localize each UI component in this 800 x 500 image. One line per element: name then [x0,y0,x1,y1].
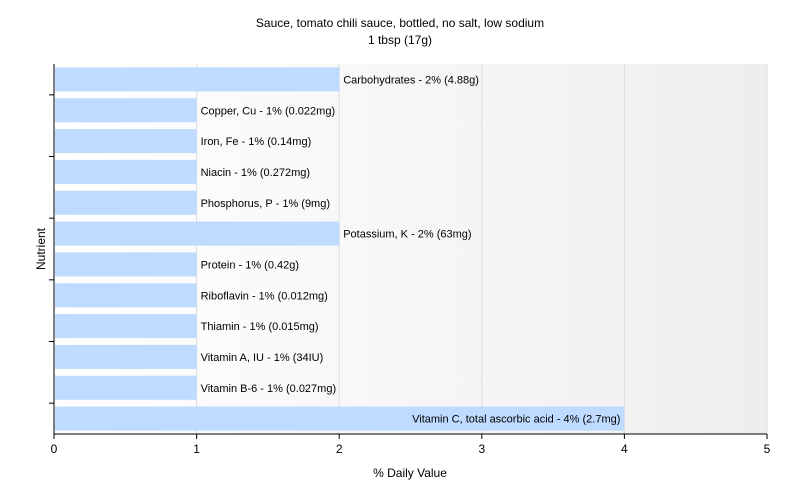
x-tick-label: 5 [764,442,771,456]
bars: Carbohydrates - 2% (4.88g) Copper, Cu - 1… [55,67,625,431]
bar [55,190,197,215]
y-axis-label: Nutrient [34,227,48,270]
bar [55,406,625,431]
bar [55,252,197,277]
bar [55,98,197,123]
bar [55,283,197,308]
bar [55,129,197,154]
bar-label: Niacin - 1% (0.272mg) [201,167,310,179]
bar-label: Phosphorus, P - 1% (9mg) [201,198,330,210]
bar-label: Thiamin - 1% (0.015mg) [201,321,319,333]
chart-title: Sauce, tomato chili sauce, bottled, no s… [256,16,544,30]
bar-label: Copper, Cu - 1% (0.022mg) [201,105,336,117]
plot-area [54,64,767,434]
bar-label: Vitamin B-6 - 1% (0.027mg) [201,383,337,395]
bar-label: Carbohydrates - 2% (4.88g) [343,74,479,86]
bar-label: Iron, Fe - 1% (0.14mg) [201,136,312,148]
bar [55,314,197,339]
bar-label: Potassium, K - 2% (63mg) [343,229,471,241]
bar [55,159,197,184]
bar-label: Riboflavin - 1% (0.012mg) [201,290,328,302]
bar [55,67,340,92]
bar-label: Vitamin C, total ascorbic acid - 4% (2.7… [412,414,620,426]
x-tick-label: 1 [193,442,200,456]
x-axis-label: % Daily Value [373,466,447,480]
grid-lines [196,64,768,434]
bar-label: Protein - 1% (0.42g) [201,259,299,271]
bar [55,221,340,246]
bar-label: Vitamin A, IU - 1% (34IU) [201,352,324,364]
bar [55,344,197,369]
x-tick-label: 0 [51,442,58,456]
x-tick-label: 3 [478,442,485,456]
chart-subtitle: 1 tbsp (17g) [368,33,432,47]
bar [55,375,197,400]
x-tick-label: 4 [621,442,628,456]
x-tick-label: 2 [336,442,343,456]
axes: 0 1 2 3 4 5 [49,64,771,456]
